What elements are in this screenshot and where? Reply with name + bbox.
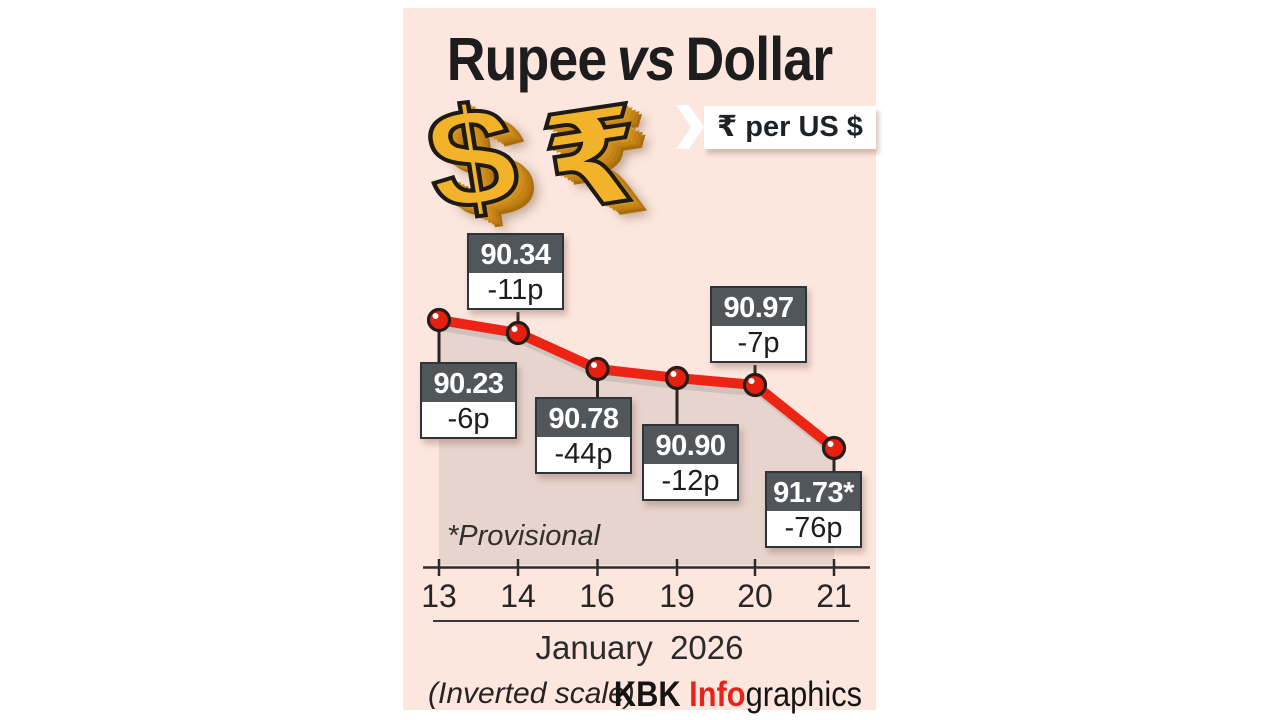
marker-glint	[591, 362, 597, 368]
credit-graphics: graphics	[745, 675, 862, 714]
data-label-jan21: 91.73* -76p	[765, 471, 862, 548]
credit-kbk: KBK	[613, 675, 690, 714]
data-label-value: 90.23	[422, 364, 515, 402]
area-fill	[439, 320, 834, 565]
title-word-dollar: Dollar	[685, 25, 833, 93]
credit-logo: KBK Infographics	[614, 675, 862, 715]
data-point-marker	[505, 320, 531, 346]
data-label-change: -76p	[767, 511, 860, 546]
data-point-marker	[742, 372, 768, 398]
data-label-change: -44p	[537, 437, 630, 472]
data-label-change: -7p	[712, 326, 805, 361]
x-tick-label: 13	[421, 578, 457, 614]
x-tick-label: 19	[659, 578, 695, 614]
data-label-value: 90.78	[537, 399, 630, 437]
x-tick-label: 16	[579, 578, 615, 614]
data-point-marker	[585, 356, 610, 382]
data-label-value: 90.90	[644, 426, 737, 464]
inverted-scale-note: (Inverted scale)	[428, 677, 635, 710]
data-point-marker	[426, 307, 452, 333]
x-axis-title: January 2026	[535, 629, 744, 666]
trend-line	[434, 315, 839, 453]
x-tick-label: 20	[737, 578, 773, 614]
data-label-jan14: 90.34 -11p	[467, 233, 564, 310]
title-word-vs: vs	[616, 25, 676, 93]
title-word-rupee: Rupee	[446, 25, 608, 93]
data-label-jan13: 90.23 -6p	[420, 362, 517, 439]
data-label-value: 90.34	[469, 235, 562, 273]
marker-glint	[748, 378, 755, 384]
x-tick-label: 14	[500, 578, 536, 614]
data-label-change: -6p	[422, 402, 515, 437]
marker-glint	[827, 441, 834, 447]
data-label-jan19: 90.90 -12p	[642, 424, 739, 501]
data-label-jan16: 90.78 -44p	[535, 397, 632, 474]
provisional-note: *Provisional	[447, 520, 601, 552]
data-label-value: 90.97	[712, 288, 805, 326]
data-label-value: 91.73*	[767, 473, 860, 511]
x-tick-label: 21	[816, 578, 852, 614]
page-title: Rupee vs Dollar	[431, 24, 847, 94]
marker-glint	[511, 326, 518, 332]
data-label-jan20: 90.97 -7p	[710, 286, 807, 363]
marker-glint	[670, 371, 677, 377]
unit-ribbon: ₹ per US $	[704, 106, 876, 149]
unit-ribbon-label: ₹ per US $	[717, 111, 863, 143]
credit-info: Info	[689, 675, 746, 714]
marker-glint	[432, 313, 439, 319]
data-label-change: -11p	[469, 273, 562, 308]
data-label-change: -12p	[644, 464, 737, 499]
data-point-marker	[664, 365, 690, 391]
data-point-marker	[821, 435, 847, 461]
